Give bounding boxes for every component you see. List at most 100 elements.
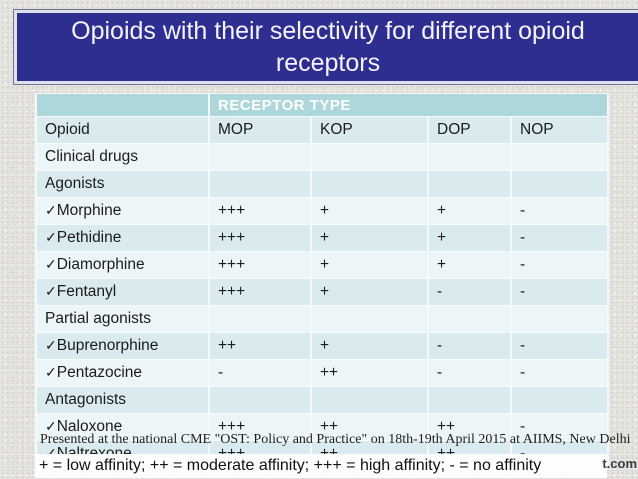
row-label: ✓Morphine	[35, 197, 210, 225]
cell-dop	[427, 386, 512, 414]
row-label-text: Agonists	[45, 175, 105, 192]
cell-dop	[427, 305, 512, 333]
table-row: ✓Naloxone +++ ++ ++ -	[35, 413, 610, 441]
row-label-text: Buprenorphine	[56, 337, 159, 354]
row-label: ✓Buprenorphine	[35, 332, 210, 360]
check-icon: ✓	[45, 364, 57, 380]
table-group-header-row: RECEPTOR TYPE	[35, 93, 610, 117]
cell-nop: -	[509, 359, 610, 387]
row-label: Antagonists	[35, 386, 210, 414]
column-header-kop: KOP	[310, 116, 429, 144]
cell-dop: ++	[427, 413, 512, 441]
cell-mop: +++	[208, 413, 312, 441]
row-label: ✓Pentazocine	[35, 359, 210, 387]
table-row: ✓Morphine +++ + + -	[35, 197, 610, 225]
table-row: Partial agonists	[35, 305, 610, 333]
column-header-mop: MOP	[208, 116, 312, 144]
cell-nop: -	[509, 224, 610, 252]
row-label-text: Fentanyl	[56, 283, 117, 300]
row-label: ✓Diamorphine	[35, 251, 210, 279]
cell-dop	[427, 143, 512, 171]
table-row: Clinical drugs	[35, 143, 610, 171]
check-icon: ✓	[45, 202, 57, 218]
row-label-text: Naloxone	[56, 418, 123, 435]
table-row: Agonists	[35, 170, 610, 198]
cell-dop: +	[427, 224, 512, 252]
cell-kop: +	[310, 197, 429, 225]
affinity-legend: + = low affinity; ++ = moderate affinity…	[35, 454, 607, 478]
cell-kop: ++	[310, 413, 429, 441]
cell-nop: -	[509, 197, 610, 225]
check-icon: ✓	[45, 337, 57, 353]
column-header-nop: NOP	[509, 116, 610, 144]
affinity-legend-text: + = low affinity; ++ = moderate affinity…	[39, 457, 542, 474]
row-label: ✓Naloxone	[35, 413, 210, 441]
cell-mop: +++	[208, 197, 312, 225]
cell-kop	[310, 386, 429, 414]
cell-kop	[310, 170, 429, 198]
table-row: ✓Buprenorphine ++ + - -	[35, 332, 610, 360]
table-row: ✓Pethidine +++ + + -	[35, 224, 610, 252]
column-header-dop: DOP	[427, 116, 512, 144]
cell-dop	[427, 170, 512, 198]
check-icon: ✓	[45, 418, 57, 434]
cell-dop: -	[427, 359, 512, 387]
group-header-cell: RECEPTOR TYPE	[207, 93, 610, 117]
cell-mop: +++	[208, 278, 312, 306]
cell-nop: -	[509, 332, 610, 360]
cell-kop: +	[310, 224, 429, 252]
row-label-text: Pethidine	[56, 229, 122, 246]
cme-banner: Presented at the national CME "OST: Poli…	[40, 432, 630, 448]
cell-mop: -	[208, 359, 312, 387]
cell-mop: ++	[208, 332, 312, 360]
cell-dop: -	[427, 332, 512, 360]
row-label-text: Diamorphine	[56, 256, 145, 273]
row-label: Clinical drugs	[35, 143, 210, 171]
slide-title-text: Opioids with their selectivity for diffe…	[71, 16, 585, 78]
cell-kop: +	[310, 278, 429, 306]
receptor-table-body: RECEPTOR TYPE Opioid MOP KOP DOP NOP Cli…	[35, 93, 610, 468]
cell-nop: -	[509, 413, 610, 441]
cell-kop	[310, 143, 429, 171]
row-label-text: Pentazocine	[56, 364, 143, 381]
watermark-text: t.com	[602, 456, 637, 471]
group-header-empty-cell	[35, 93, 210, 117]
row-label: Partial agonists	[35, 305, 210, 333]
cell-nop	[509, 386, 610, 414]
watermark: t.com	[602, 456, 637, 471]
row-label: ✓Fentanyl	[35, 278, 210, 306]
cell-kop: ++	[310, 359, 429, 387]
check-icon: ✓	[45, 283, 57, 299]
check-icon: ✓	[45, 445, 57, 461]
receptor-table: RECEPTOR TYPE Opioid MOP KOP DOP NOP Cli…	[35, 93, 610, 468]
column-header-opioid: Opioid	[35, 116, 210, 144]
cell-nop	[509, 143, 610, 171]
cell-mop	[208, 386, 312, 414]
cell-mop: +++	[208, 224, 312, 252]
cme-banner-text: Presented at the national CME "OST: Poli…	[40, 432, 631, 447]
cell-mop	[208, 143, 312, 171]
table-row: ✓Pentazocine - ++ - -	[35, 359, 610, 387]
cell-kop: +	[310, 251, 429, 279]
cell-nop: -	[509, 251, 610, 279]
cell-mop: +++	[208, 251, 312, 279]
row-label: ✓Pethidine	[35, 224, 210, 252]
table-row: ✓Fentanyl +++ + - -	[35, 278, 610, 306]
cell-nop	[509, 305, 610, 333]
table-row: Antagonists	[35, 386, 610, 414]
table-column-header-row: Opioid MOP KOP DOP NOP	[35, 116, 610, 144]
row-label-text: Morphine	[56, 202, 122, 219]
cell-mop	[208, 305, 312, 333]
row-label-text: Antagonists	[45, 391, 126, 408]
check-icon: ✓	[45, 256, 57, 272]
cell-mop	[208, 170, 312, 198]
cell-dop: -	[427, 278, 512, 306]
table-row: ✓Diamorphine +++ + + -	[35, 251, 610, 279]
row-label-text: Partial agonists	[45, 310, 151, 327]
cell-kop: +	[310, 332, 429, 360]
cell-dop: +	[427, 197, 512, 225]
row-label: Agonists	[35, 170, 210, 198]
cell-dop: +	[427, 251, 512, 279]
cell-kop	[310, 305, 429, 333]
